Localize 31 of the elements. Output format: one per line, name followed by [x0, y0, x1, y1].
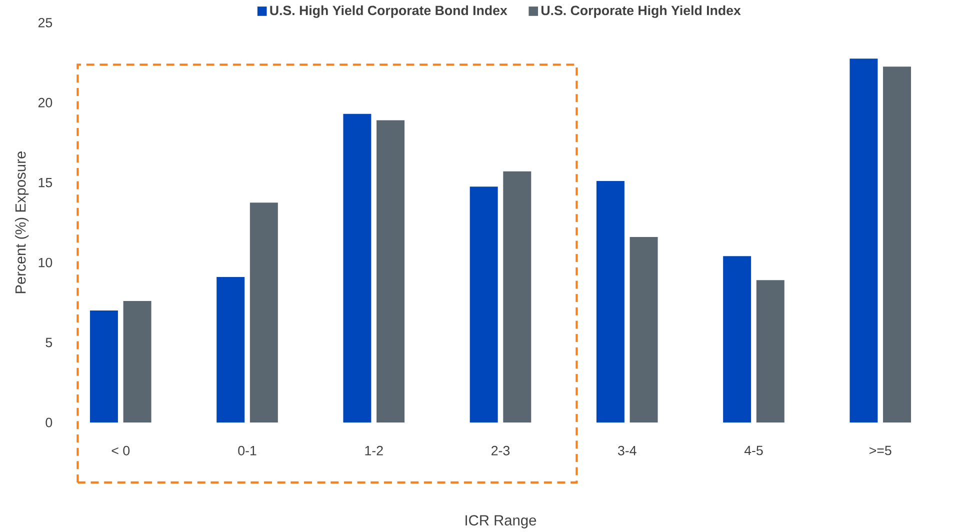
bar [756, 280, 784, 423]
bar [596, 181, 624, 423]
x-tick-label: 4-5 [744, 446, 763, 456]
x-tick-label: >=5 [870, 446, 892, 456]
bar [123, 301, 152, 423]
x-tick-label: 2-3 [492, 446, 510, 456]
bar [250, 202, 278, 423]
y-tick-label: 20 [38, 98, 52, 108]
bar [723, 256, 752, 423]
legend-label: U.S. Corporate High Yield Index [541, 5, 741, 18]
bar [630, 237, 658, 423]
x-axis-title: ICR Range [466, 515, 536, 528]
legend-label: U.S. High Yield Corporate Bond Index [270, 5, 508, 18]
y-tick-label: 25 [38, 18, 52, 28]
bar [503, 172, 532, 423]
bar [90, 310, 118, 423]
x-tick-label: < 0 [112, 446, 130, 456]
bar [343, 114, 372, 423]
bar [850, 58, 878, 423]
y-tick-label: 15 [38, 178, 52, 188]
y-tick-label: 0 [46, 418, 52, 428]
y-axis-title: Percent (%) Exposure [14, 152, 29, 294]
x-tick-label: 1-2 [365, 446, 383, 456]
x-tick-label: 3-4 [618, 446, 636, 456]
x-tick-label: 0-1 [238, 446, 256, 456]
bar [216, 277, 245, 423]
bar [470, 186, 498, 423]
y-tick-label: 5 [46, 338, 52, 348]
bar [883, 66, 912, 423]
bar [376, 120, 405, 423]
y-tick-label: 10 [38, 258, 52, 268]
